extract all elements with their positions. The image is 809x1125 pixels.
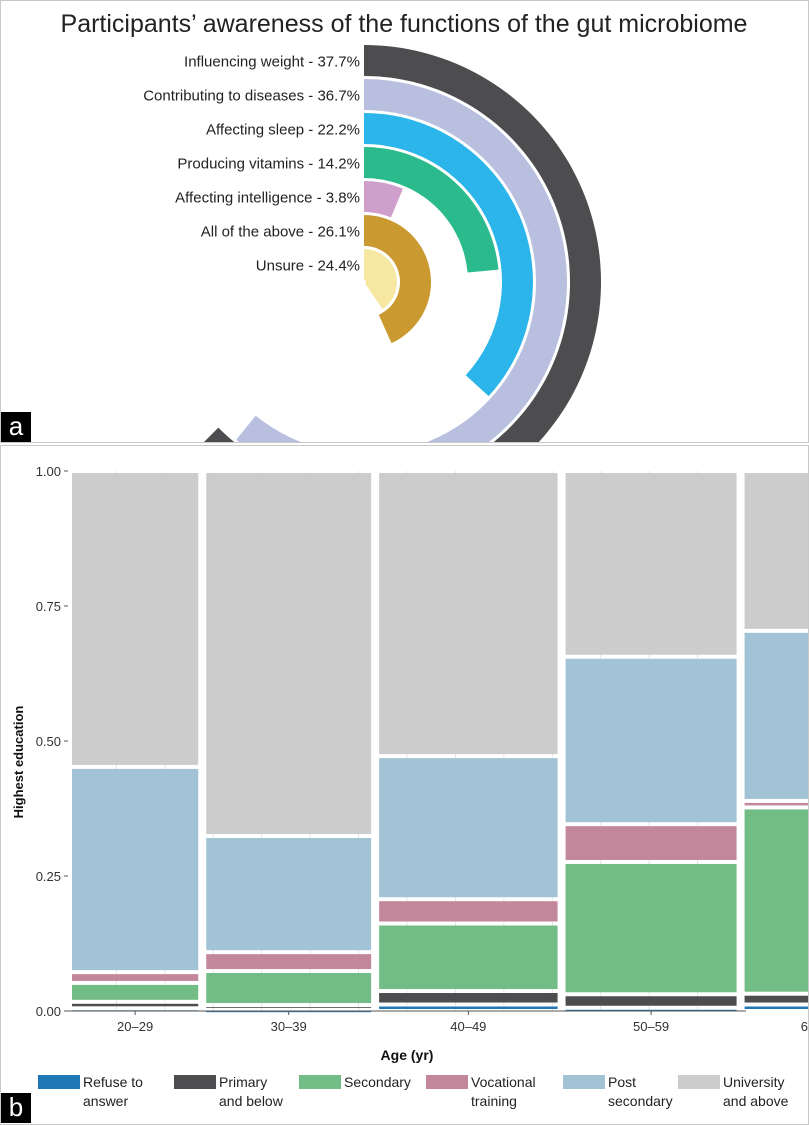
legend-label: Vocational (471, 1074, 536, 1090)
legend-label: Secondary (344, 1074, 411, 1090)
arc-bar (364, 249, 397, 310)
arc-bar (364, 215, 431, 344)
x-axis-title: Age (yr) (381, 1047, 434, 1063)
legend-label: and below (219, 1093, 284, 1109)
arc-bar (364, 147, 499, 273)
mosaic-segment (565, 1009, 737, 1011)
panel-a: Participants’ awareness of the functions… (0, 0, 809, 443)
mosaic-segment (744, 473, 808, 629)
mosaic-segment (72, 768, 199, 971)
legend-swatch (426, 1075, 468, 1089)
arc-label: Affecting sleep - 22.2% (206, 122, 360, 139)
arc-label: Influencing weight - 37.7% (184, 54, 360, 71)
mosaic-segment (379, 473, 558, 755)
y-tick-label: 0.25 (36, 869, 61, 884)
legend-swatch (299, 1075, 341, 1089)
legend-label: Post (608, 1074, 636, 1090)
mosaic-segment (744, 809, 808, 992)
mosaic-chart: 0.00 0.25 0.50 0.75 1.00 20–29 30–39 40–49 50–5… (11, 464, 808, 1109)
mosaic-segment (206, 838, 372, 951)
mosaic-segment (206, 1007, 372, 1008)
legend-swatch (174, 1075, 216, 1089)
legend-label: training (471, 1093, 517, 1109)
y-tick-label: 0.50 (36, 734, 61, 749)
mosaic-segment (206, 473, 372, 835)
mosaic-segment (72, 974, 199, 981)
legend-label: Refuse to (83, 1074, 143, 1090)
y-tick-label: 0.75 (36, 599, 61, 614)
mosaic-segment (744, 632, 808, 799)
chart-title: Participants’ awareness of the functions… (61, 10, 748, 38)
panel-b: 0.00 0.25 0.50 0.75 1.00 20–29 30–39 40–49 50–5… (0, 445, 809, 1125)
y-axis-title: Highest education (11, 706, 26, 819)
legend-label: answer (83, 1093, 128, 1109)
mosaic-segment (379, 901, 558, 922)
y-tick-label: 1.00 (36, 464, 61, 479)
mosaic-segment (744, 802, 808, 806)
arc-label: All of the above - 26.1% (201, 224, 360, 241)
arc-label: Contributing to diseases - 36.7% (143, 88, 360, 105)
legend-swatch (563, 1075, 605, 1089)
panel-label-b: b (1, 1093, 31, 1123)
mosaic-segment (565, 473, 737, 655)
x-tick-label: 20–29 (117, 1019, 153, 1034)
mosaic-segment (379, 925, 558, 990)
arc-bar (364, 113, 533, 397)
mosaic-segment (206, 973, 372, 1004)
arc-label: Affecting intelligence - 3.8% (175, 190, 360, 207)
mosaic-segment (72, 984, 199, 1000)
legend-swatch (38, 1075, 80, 1089)
x-tick-label: 60–69 (801, 1019, 808, 1034)
mosaic-segment (565, 863, 737, 993)
legend-swatch (678, 1075, 720, 1089)
arc-bar (364, 181, 403, 218)
mosaic-segment (379, 993, 558, 1003)
mosaic-segment (744, 1006, 808, 1009)
mosaic-segment (72, 1003, 199, 1007)
legend-label: and above (723, 1093, 789, 1109)
x-tick-label: 40–49 (450, 1019, 486, 1034)
mosaic-segment (744, 995, 808, 1003)
arc-label: Unsure - 24.4% (256, 258, 360, 275)
arc-label: Producing vitamins - 14.2% (177, 156, 360, 173)
mosaic-segment (206, 954, 372, 970)
legend-label: University (723, 1074, 784, 1090)
y-tick-label: 0.00 (36, 1004, 61, 1019)
mosaic-segment (565, 996, 737, 1006)
mosaic-segment (379, 1006, 558, 1009)
x-tick-label: 50–59 (633, 1019, 669, 1034)
mosaic-segment (379, 758, 558, 898)
legend-label: secondary (608, 1093, 673, 1109)
mosaic-segment (565, 658, 737, 823)
mosaic-segment (565, 826, 737, 860)
panel-label-a: a (1, 412, 31, 442)
mosaic-segment (72, 473, 199, 765)
radial-bar-chart: Participants’ awareness of the functions… (61, 10, 748, 442)
arc-bar (204, 45, 601, 442)
legend-label: Primary (219, 1074, 267, 1090)
x-tick-label: 30–39 (271, 1019, 307, 1034)
